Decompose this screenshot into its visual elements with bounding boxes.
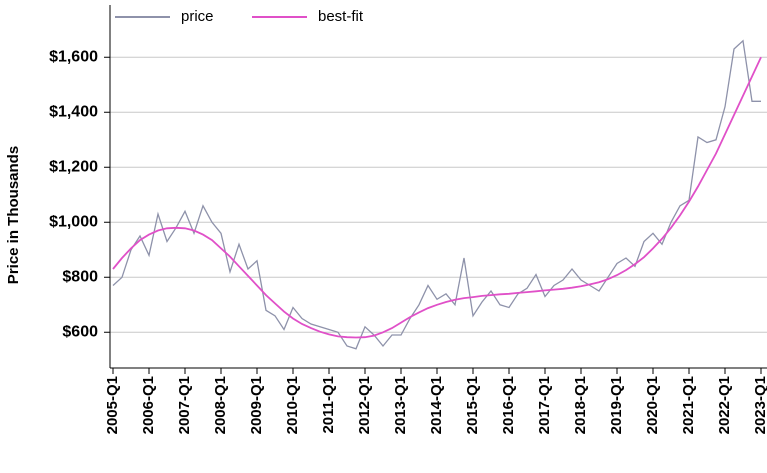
x-tick-label: 2021-Q1 — [680, 376, 697, 434]
y-tick-label: $800 — [62, 268, 98, 285]
x-tick-label: 2009-Q1 — [248, 376, 265, 434]
y-tick-label: $1,000 — [49, 213, 98, 230]
x-tick-label: 2017-Q1 — [536, 376, 553, 434]
x-tick-label: 2020-Q1 — [644, 376, 661, 434]
x-tick-label: 2023-Q1 — [752, 376, 767, 434]
y-axis-label: Price in Thousands — [5, 146, 22, 284]
x-tick-label: 2019-Q1 — [608, 376, 625, 434]
legend-label: best-fit — [318, 8, 364, 25]
x-tick-label: 2010-Q1 — [284, 376, 301, 434]
x-tick-label: 2008-Q1 — [212, 376, 229, 434]
x-tick-label: 2013-Q1 — [392, 376, 409, 434]
y-tick-label: $1,200 — [49, 158, 98, 175]
x-tick-label: 2014-Q1 — [428, 376, 445, 434]
x-tick-label: 2012-Q1 — [356, 376, 373, 434]
x-tick-label: 2006-Q1 — [140, 376, 157, 434]
legend-label: price — [181, 8, 214, 25]
series-line — [112, 56, 762, 339]
x-tick-label: 2011-Q1 — [320, 376, 337, 434]
y-tick-label: $1,400 — [49, 103, 98, 120]
x-tick-label: 2018-Q1 — [572, 376, 589, 434]
y-tick-label: $600 — [62, 323, 98, 340]
x-tick-label: 2015-Q1 — [464, 376, 481, 434]
x-tick-label: 2022-Q1 — [716, 376, 733, 434]
x-tick-label: 2016-Q1 — [500, 376, 517, 434]
x-tick-label: 2007-Q1 — [176, 376, 193, 434]
series-line — [112, 39, 761, 350]
y-tick-label: $1,600 — [49, 48, 98, 65]
x-tick-label: 2005-Q1 — [104, 376, 121, 434]
